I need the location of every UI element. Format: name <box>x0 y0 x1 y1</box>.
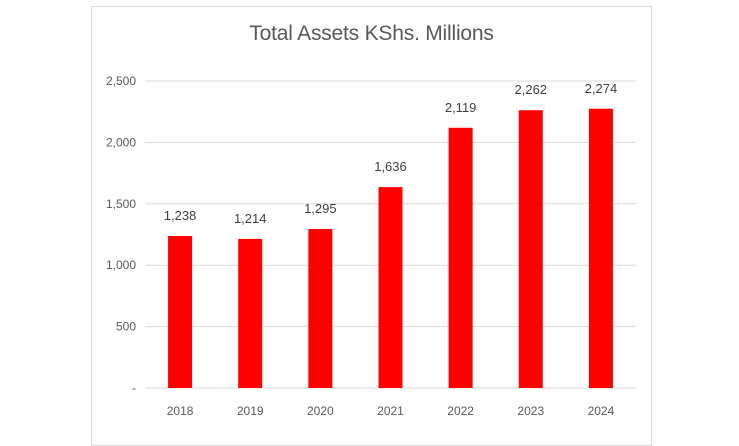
data-label: 1,295 <box>304 201 337 216</box>
y-tick-label: 1,500 <box>106 197 136 211</box>
bar <box>238 238 263 388</box>
chart-title: Total Assets KShs. Millions <box>249 22 494 45</box>
bar <box>588 108 613 388</box>
data-labels: 1,238 1,214 1,295 1,636 2,119 2,262 2,274 <box>164 81 617 226</box>
y-tick-label: - <box>132 381 136 395</box>
data-label: 2,274 <box>585 81 618 96</box>
bar <box>378 187 403 388</box>
data-label: 2,119 <box>445 100 477 115</box>
bar <box>308 228 333 388</box>
bar-chart: - 500 1,000 1,500 2,000 2,500 1,238 1,214 1,295… <box>106 74 636 418</box>
bar <box>168 235 193 388</box>
x-tick-label: 2023 <box>517 404 544 418</box>
y-axis-ticks: - 500 1,000 1,500 2,000 2,500 <box>106 74 136 395</box>
bar <box>518 110 543 388</box>
data-label: 1,238 <box>164 208 197 223</box>
x-axis-ticks: 2018 2019 2020 2021 2022 2023 2024 <box>167 404 615 418</box>
x-tick-label: 2018 <box>167 404 194 418</box>
data-label: 2,262 <box>515 82 548 97</box>
x-tick-label: 2021 <box>377 404 404 418</box>
y-tick-label: 500 <box>116 320 136 334</box>
x-tick-label: 2024 <box>588 404 615 418</box>
data-label: 1,214 <box>234 211 267 226</box>
x-tick-label: 2022 <box>447 404 474 418</box>
y-tick-label: 2,000 <box>106 135 136 149</box>
bars <box>168 108 613 388</box>
y-tick-label: 1,000 <box>106 258 136 272</box>
y-tick-label: 2,500 <box>106 74 136 88</box>
x-tick-label: 2020 <box>307 404 334 418</box>
data-label: 1,636 <box>374 159 407 174</box>
x-tick-label: 2019 <box>237 404 264 418</box>
bar <box>448 127 473 388</box>
